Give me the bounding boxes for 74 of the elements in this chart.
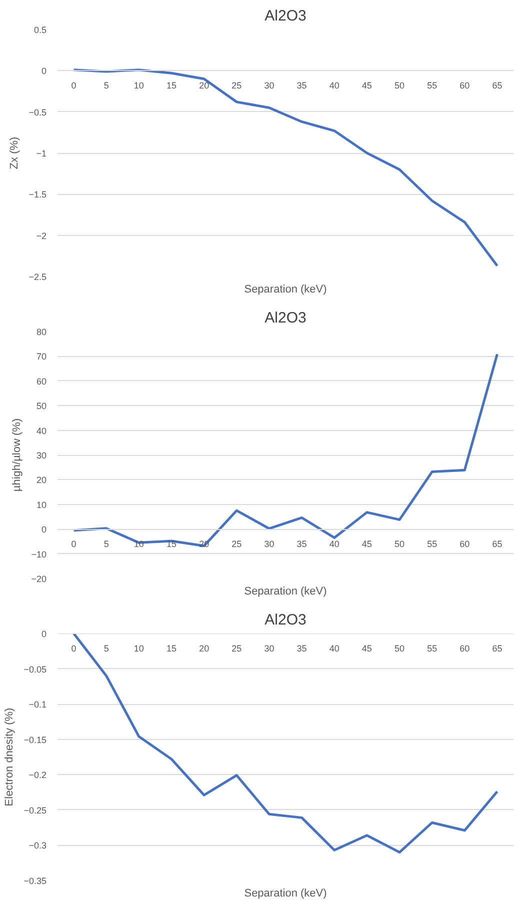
x-tick-label: 20 <box>199 644 210 654</box>
x-tick-label: 15 <box>166 644 177 654</box>
y-tick-label: −1 <box>36 148 47 158</box>
x-tick-label: 45 <box>362 80 372 91</box>
y-tick-label: −0.5 <box>28 107 47 118</box>
x-tick-label: 65 <box>492 644 502 654</box>
y-tick-label: −2.5 <box>28 272 47 282</box>
x-tick-label: 15 <box>166 80 177 91</box>
y-tick-label: 0 <box>41 524 47 535</box>
x-tick-label: 30 <box>264 80 274 91</box>
y-tick-label: −2 <box>36 230 47 241</box>
y-tick-label: 70 <box>36 352 47 362</box>
x-tick-label: 25 <box>232 644 242 654</box>
x-tick-label: 60 <box>460 80 470 91</box>
x-axis-title: Separation (keV) <box>244 888 327 900</box>
y-tick-label: −0.05 <box>24 664 47 674</box>
x-tick-label: 20 <box>199 80 210 91</box>
x-tick-label: 40 <box>329 644 340 654</box>
y-tick-label: 30 <box>36 450 47 460</box>
x-tick-label: 50 <box>394 539 405 550</box>
y-tick-label: −10 <box>31 549 47 560</box>
x-tick-label: 55 <box>427 644 438 654</box>
x-tick-label: 10 <box>134 80 144 91</box>
x-tick-label: 40 <box>329 80 340 91</box>
y-tick-label: −0.1 <box>28 700 47 710</box>
y-tick-label: 80 <box>36 327 47 337</box>
y-tick-label: 20 <box>36 475 47 486</box>
chart-title: Al2O3 <box>264 612 306 628</box>
x-tick-label: 50 <box>394 644 405 654</box>
y-tick-label: −0.35 <box>24 876 47 886</box>
y-tick-label: 50 <box>36 401 47 412</box>
y-tick-label: 0 <box>41 629 47 639</box>
y-axis-title: µhigh/µlow (%) <box>11 418 24 492</box>
y-tick-label: −0.15 <box>24 734 47 745</box>
x-tick-label: 30 <box>264 644 274 654</box>
x-tick-label: 40 <box>329 539 340 550</box>
y-axis-title: Electron dnesity (%) <box>4 708 16 806</box>
x-tick-label: 45 <box>362 644 372 654</box>
x-tick-label: 35 <box>296 644 307 654</box>
y-tick-label: −0.25 <box>24 805 47 816</box>
y-tick-label: −20 <box>31 574 47 584</box>
y-tick-label: 40 <box>36 426 47 436</box>
x-axis-title: Separation (keV) <box>244 586 327 598</box>
x-tick-label: 5 <box>104 80 109 91</box>
x-tick-label: 30 <box>264 539 274 550</box>
y-axis-title: Zx (%) <box>8 136 21 170</box>
x-tick-label: 35 <box>296 539 307 550</box>
x-tick-label: 45 <box>362 539 372 550</box>
x-tick-label: 50 <box>394 80 405 91</box>
x-tick-label: 65 <box>492 539 502 550</box>
y-tick-label: 0.5 <box>34 25 47 35</box>
x-tick-label: 55 <box>427 80 438 91</box>
x-tick-label: 25 <box>232 80 242 91</box>
x-tick-label: 60 <box>460 644 470 654</box>
y-tick-label: −0.3 <box>28 840 47 851</box>
x-axis-title: Separation (keV) <box>244 284 327 296</box>
x-tick-label: 65 <box>492 80 502 91</box>
x-tick-label: 60 <box>460 539 470 550</box>
y-tick-label: 60 <box>36 376 47 386</box>
x-tick-label: 0 <box>71 80 76 91</box>
x-tick-label: 10 <box>134 644 144 654</box>
chart-title: Al2O3 <box>264 8 306 24</box>
x-tick-label: 5 <box>104 644 109 654</box>
y-tick-label: 0 <box>41 66 47 76</box>
y-tick-label: −0.2 <box>28 770 47 780</box>
chart-title: Al2O3 <box>264 310 306 326</box>
x-tick-label: 0 <box>71 644 76 654</box>
x-tick-label: 0 <box>71 539 76 550</box>
x-tick-label: 35 <box>296 80 307 91</box>
y-tick-label: −1.5 <box>28 190 47 200</box>
x-tick-label: 55 <box>427 539 438 550</box>
x-tick-label: 5 <box>104 539 109 550</box>
x-tick-label: 25 <box>232 539 242 550</box>
y-tick-label: 10 <box>36 500 47 510</box>
